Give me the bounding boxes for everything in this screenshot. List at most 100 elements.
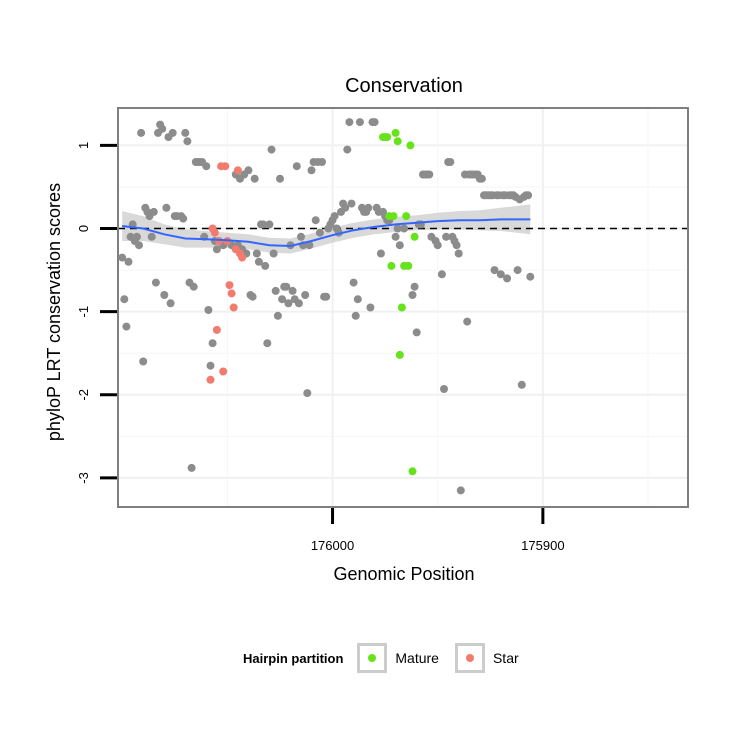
point-star [221,162,230,171]
point-other [355,118,364,127]
point-other [206,361,215,370]
point-star [212,325,221,334]
point-other [261,261,270,270]
point-other [252,249,261,258]
point-other [366,303,375,312]
point-other [149,207,158,216]
y-tick-label: -3 [76,472,91,484]
point-other [452,241,461,250]
point-other [425,170,434,179]
point-other [263,339,272,348]
point-other [151,278,160,287]
point-other [503,274,512,283]
point-other [265,220,274,229]
point-other [347,199,356,208]
point-other [118,253,127,262]
point-mature [397,303,406,312]
point-other [330,212,339,221]
point-other [208,339,217,348]
legend-label-star: Star [492,650,519,666]
point-mature [383,133,392,142]
point-other [410,282,419,291]
point-other [513,266,522,275]
point-mature [404,261,413,270]
legend: Hairpin partition Mature Star [243,640,535,676]
x-tick-label: 175900 [521,538,564,553]
point-other [158,124,167,133]
point-star [233,166,242,175]
point-star [215,237,223,245]
point-mature [402,212,411,221]
point-other [490,266,499,275]
point-other [446,158,455,166]
point-other [318,158,326,166]
point-other [395,241,404,250]
star-dot-icon [465,654,474,662]
point-other [120,295,129,304]
point-other [351,311,360,320]
legend-title: Hairpin partition [243,650,344,666]
point-other [202,162,211,171]
point-other [147,232,156,241]
point-other [135,241,143,250]
point-other [122,322,131,331]
point-mature [391,128,400,137]
point-other [181,128,190,137]
point-other [139,357,148,366]
point-other [440,385,448,393]
smooth-curve [122,218,531,248]
point-star [219,367,228,376]
point-other [364,203,373,212]
point-other [303,389,312,398]
point-other [301,291,310,299]
point-other [437,270,446,279]
point-other [267,145,276,154]
point-other [349,278,358,287]
point-other [353,295,362,304]
point-other [408,291,417,299]
point-other [370,118,379,127]
smooth-line [122,218,531,248]
point-star [227,289,236,298]
point-other [517,380,526,389]
point-other [305,241,314,250]
legend-label-mature: Mature [395,650,439,666]
point-other [391,232,400,241]
point-other [288,286,297,295]
y-tick-label: -2 [76,389,91,401]
point-other [393,224,402,233]
point-other [162,203,171,212]
point-mature [387,261,396,270]
point-star [210,228,219,237]
point-other [412,328,421,337]
point-other [524,191,533,200]
point-other [137,128,146,137]
point-star [238,253,247,262]
point-other [322,292,331,301]
point-other [187,463,196,472]
point-other [456,486,465,495]
point-other [294,299,303,308]
point-other [124,257,133,266]
point-other [341,203,350,212]
point-other [183,137,192,146]
x-axis-label: Genomic Position [333,564,474,584]
point-other [204,306,213,314]
point-other [454,249,463,258]
point-other [442,232,451,241]
point-other [254,257,263,266]
point-mature [406,141,415,150]
point-other [311,216,320,225]
point-other [496,270,505,279]
point-other [343,145,352,154]
point-other [269,249,278,258]
point-other [278,295,287,304]
plot-border [117,107,689,508]
point-other [292,162,301,171]
x-tick-label: 176000 [311,538,354,553]
point-other [166,299,175,308]
point-mature [393,137,402,146]
point-other [297,232,305,241]
point-other [276,174,284,183]
